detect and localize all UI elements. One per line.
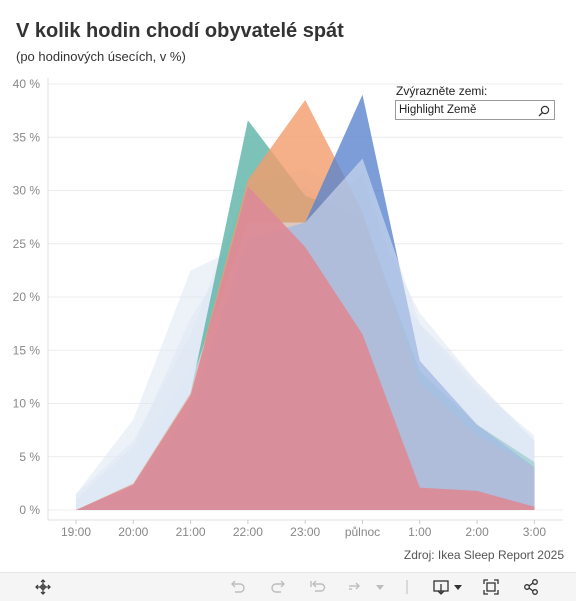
redo-icon[interactable] xyxy=(268,577,288,597)
y-tick-label: 40 % xyxy=(13,77,41,91)
y-tick-label: 25 % xyxy=(13,237,41,251)
x-tick-labels: 19:00 20:00 21:00 22:00 23:00 půlnoc 1:00 2:00 3… xyxy=(61,520,546,539)
x-tick-label: půlnoc xyxy=(345,525,380,539)
chart-title: V kolik hodin chodí obyvatelé spát xyxy=(16,20,344,42)
x-tick-label: 3:00 xyxy=(523,525,547,539)
x-tick-label: 20:00 xyxy=(118,525,148,539)
viz-toolbar xyxy=(0,572,576,601)
download-dropdown-icon[interactable] xyxy=(448,577,468,597)
x-tick-label: 1:00 xyxy=(408,525,432,539)
chart-subtitle: (po hodinových úsecích, v %) xyxy=(16,49,186,64)
undo-icon[interactable] xyxy=(228,577,248,597)
x-tick-label: 23:00 xyxy=(290,525,320,539)
highlight-country-input[interactable] xyxy=(399,103,534,117)
source-note: Zdroj: Ikea Sleep Report 2025 xyxy=(403,548,564,562)
series-areas[interactable] xyxy=(76,94,535,511)
refresh-dropdown-icon[interactable] xyxy=(370,577,390,597)
toolbar-divider xyxy=(397,577,417,597)
revert-icon[interactable] xyxy=(308,577,328,597)
y-tick-label: 20 % xyxy=(13,290,41,304)
refresh-icon[interactable] xyxy=(345,577,365,597)
y-tick-label: 30 % xyxy=(13,184,41,198)
x-tick-label: 2:00 xyxy=(465,525,489,539)
x-tick-label: 21:00 xyxy=(176,525,206,539)
y-tick-label: 35 % xyxy=(13,130,41,144)
y-tick-label: 5 % xyxy=(19,450,40,464)
x-tick-label: 19:00 xyxy=(61,525,91,539)
series-area-pink-8[interactable] xyxy=(76,186,535,511)
area-chart[interactable]: 0 % 5 % 10 % 15 % 20 % 25 % 30 % 35 % 40 % 19:00 2… xyxy=(0,0,576,572)
highlight-label: Zvýrazněte zemi: xyxy=(396,84,488,98)
y-tick-label: 15 % xyxy=(13,343,41,357)
highlight-country-search[interactable] xyxy=(395,100,555,120)
y-tick-label: 10 % xyxy=(13,397,41,411)
y-tick-labels: 0 % 5 % 10 % 15 % 20 % 25 % 30 % 35 % 40 % xyxy=(13,77,41,517)
move-icon[interactable] xyxy=(33,577,53,597)
fullscreen-icon[interactable] xyxy=(481,577,501,597)
x-tick-label: 22:00 xyxy=(233,525,263,539)
share-icon[interactable] xyxy=(521,577,541,597)
search-icon[interactable] xyxy=(538,104,550,117)
download-icon[interactable] xyxy=(431,577,451,597)
y-tick-label: 0 % xyxy=(19,503,40,517)
